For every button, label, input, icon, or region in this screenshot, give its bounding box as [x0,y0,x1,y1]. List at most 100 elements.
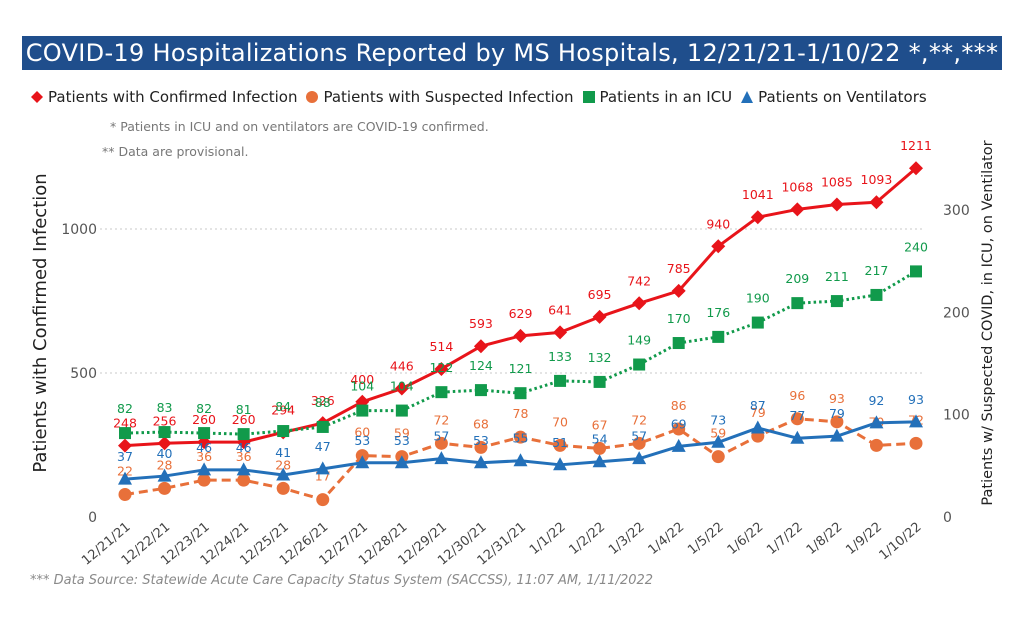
marker-icu [159,426,171,438]
marker-confirmed [553,325,567,339]
data-label-confirmed: 629 [509,306,533,321]
marker-confirmed [514,329,528,343]
marker-confirmed [790,202,804,216]
data-label-vent: 46 [196,440,212,455]
data-label-vent: 41 [275,445,291,460]
data-label-suspected: 96 [789,388,805,403]
marker-icu [238,428,250,440]
data-label-suspected: 67 [592,417,608,432]
marker-confirmed [474,339,488,353]
data-label-vent: 92 [868,393,884,408]
data-label-confirmed: 1211 [900,138,932,153]
data-label-confirmed: 1068 [781,179,813,194]
x-tick-label: 1/8/22 [804,520,846,558]
marker-suspected [237,474,250,487]
marker-vent [751,420,765,433]
data-label-icu: 170 [667,311,691,326]
y-right-axis-title: Patients w/ Suspected COVID, in ICU, on … [980,140,996,505]
y-left-tick-label: 1000 [61,222,97,238]
y-right-tick-label: 200 [943,305,970,321]
data-label-icu: 82 [196,401,212,416]
data-label-vent: 54 [592,432,608,447]
marker-icu [554,375,566,387]
data-label-confirmed: 742 [627,273,651,288]
data-label-vent: 87 [750,398,766,413]
data-label-vent: 47 [315,439,331,454]
line-chart: 050010000100200300Patients with Confirme… [0,0,1024,642]
data-label-icu: 121 [509,361,533,376]
data-label-icu: 84 [275,399,291,414]
data-label-vent: 93 [908,392,924,407]
x-tick-label: 1/6/22 [725,520,767,558]
data-label-vent: 77 [789,408,805,423]
marker-icu [515,387,527,399]
marker-confirmed [593,310,607,324]
x-tick-label: 1/2/22 [566,520,608,558]
marker-icu [317,421,329,433]
marker-icu [633,359,645,371]
marker-icu [831,295,843,307]
data-label-suspected: 72 [433,412,449,427]
data-label-confirmed: 940 [706,216,730,231]
marker-icu [870,289,882,301]
data-source-note: *** Data Source: Statewide Acute Care Ca… [30,573,653,588]
data-label-suspected: 70 [552,414,568,429]
marker-icu [910,265,922,277]
data-label-icu: 209 [785,271,809,286]
y-left-axis-title: Patients with Confirmed Infection [30,173,51,472]
y-left-tick-label: 0 [88,510,97,526]
y-right-tick-label: 0 [943,510,952,526]
data-label-confirmed: 514 [429,339,453,354]
marker-suspected [870,439,883,452]
data-label-vent: 57 [631,429,647,444]
data-label-confirmed: 641 [548,302,572,317]
data-label-vent: 55 [513,431,529,446]
marker-confirmed [632,296,646,310]
marker-icu [356,405,368,417]
data-label-icu: 211 [825,269,849,284]
y-left-tick-label: 500 [70,366,97,382]
data-label-vent: 73 [710,412,726,427]
data-label-vent: 79 [829,406,845,421]
data-label-vent: 40 [157,446,173,461]
marker-suspected [119,488,132,501]
x-tick-label: 1/5/22 [685,520,727,558]
marker-suspected [712,450,725,463]
marker-confirmed [830,198,844,212]
data-label-confirmed: 1093 [861,172,893,187]
marker-icu [435,386,447,398]
marker-suspected [910,437,923,450]
marker-icu [198,427,210,439]
marker-icu [119,427,131,439]
data-label-icu: 104 [350,379,374,394]
data-label-confirmed: 1041 [742,187,774,202]
data-label-vent: 53 [394,433,410,448]
data-label-icu: 82 [117,401,133,416]
data-label-suspected: 86 [671,398,687,413]
data-label-confirmed: 1085 [821,175,853,190]
marker-suspected [277,482,290,495]
data-label-suspected: 68 [473,416,489,431]
x-tick-label: 1/4/22 [646,520,688,558]
data-label-vent: 46 [236,440,252,455]
data-label-vent: 53 [354,433,370,448]
data-label-icu: 104 [390,379,414,394]
marker-icu [673,337,685,349]
x-tick-label: 1/1/22 [527,520,569,558]
data-label-icu: 83 [157,400,173,415]
y-right-tick-label: 300 [943,203,970,219]
data-label-vent: 69 [671,416,687,431]
data-label-icu: 240 [904,239,928,254]
data-label-icu: 133 [548,349,572,364]
data-label-confirmed: 785 [667,261,691,276]
data-label-vent: 37 [117,449,133,464]
marker-icu [791,297,803,309]
data-label-icu: 88 [315,395,331,410]
marker-icu [396,405,408,417]
data-label-icu: 124 [469,358,493,373]
data-label-confirmed: 446 [390,359,414,374]
data-label-vent: 51 [552,435,568,450]
marker-suspected [198,474,211,487]
marker-icu [277,425,289,437]
x-tick-label: 1/7/22 [764,520,806,558]
